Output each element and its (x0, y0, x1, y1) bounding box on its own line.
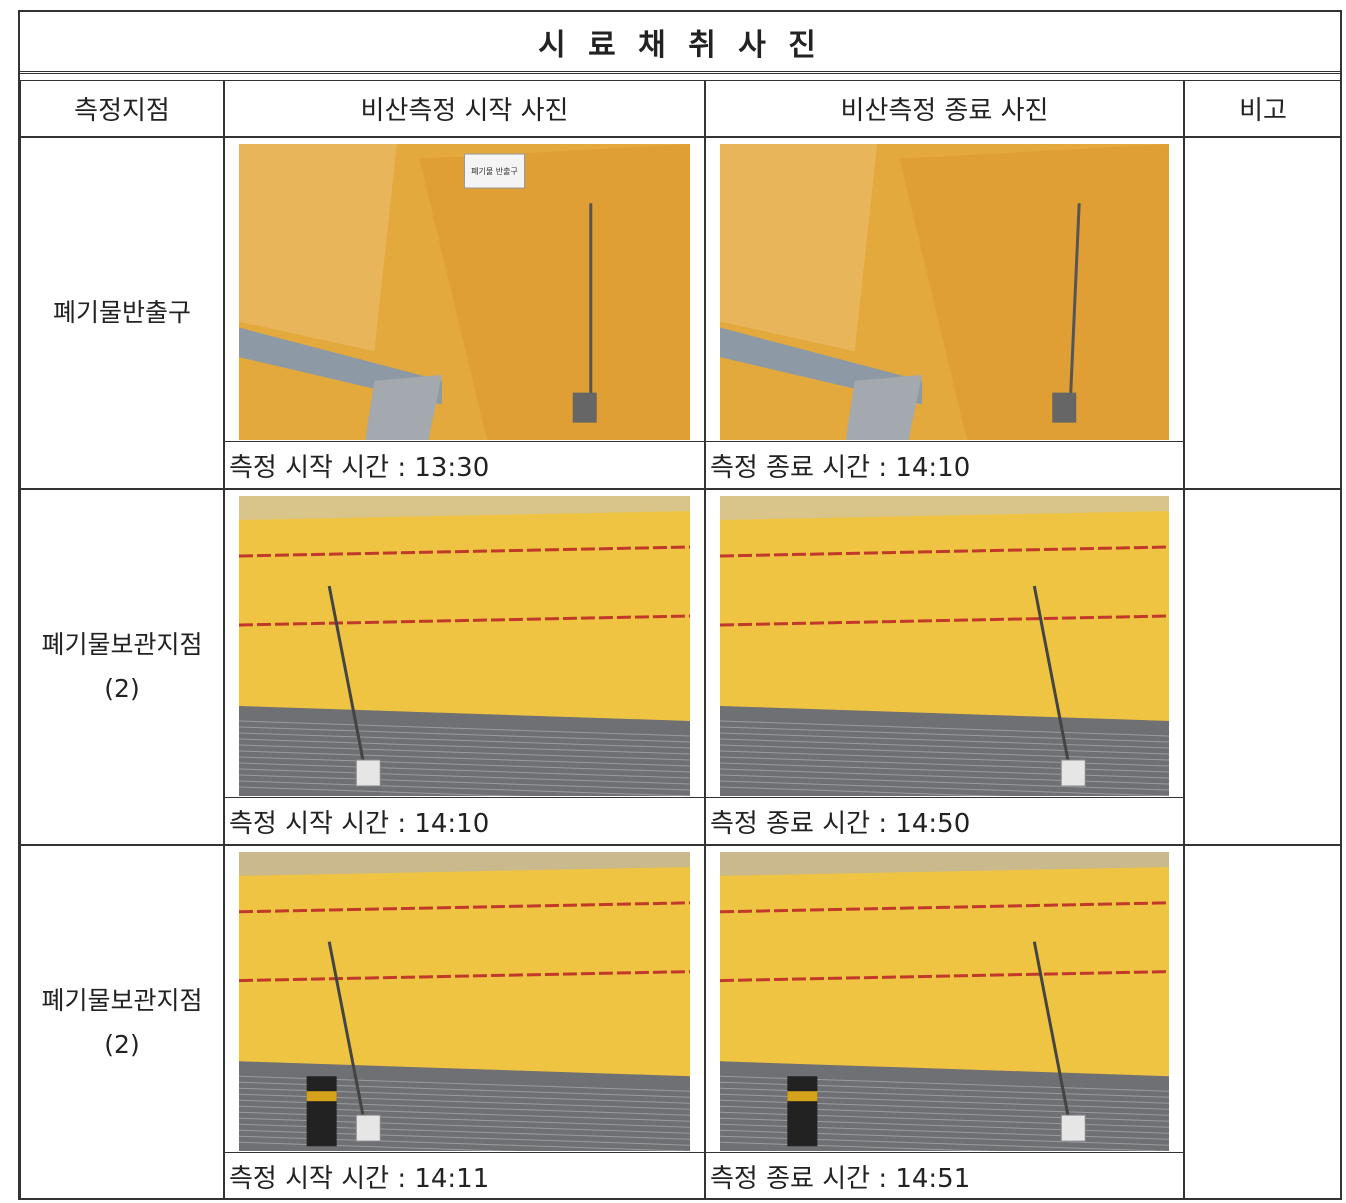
photo-shape (239, 1061, 690, 1151)
photo-shape (720, 511, 1169, 721)
photo-caption: 측정 종료 시간 : 14:51 (706, 1152, 1183, 1199)
photo-shape (720, 780, 1169, 796)
photo-shape (1060, 759, 1086, 787)
photo-shape (720, 866, 1169, 1077)
photo-shape (1052, 392, 1077, 423)
photo-shape (239, 511, 690, 721)
photo-shape (720, 706, 1169, 796)
photo-shape (239, 866, 690, 1077)
photo-shape (239, 786, 525, 796)
photo-shape (1068, 203, 1081, 405)
photo-shape (720, 901, 1169, 914)
location-label: 폐기물보관지점 (41, 630, 203, 659)
location-cell: 폐기물보관지점 (2) (20, 845, 224, 1200)
photo-shape (239, 545, 690, 558)
column-header: 비고 (1184, 80, 1342, 137)
photo-caption: 측정 종료 시간 : 14:10 (706, 441, 1183, 488)
photo-shape (1032, 941, 1072, 1128)
photo-shape (239, 901, 690, 914)
photo-shape (365, 374, 442, 440)
photo-shape (239, 726, 690, 743)
photo-shape (306, 1091, 337, 1102)
photo-cell: 측정 종료 시간 : 14:51 (705, 845, 1184, 1200)
photo-caption: 측정 종료 시간 : 14:50 (706, 797, 1183, 844)
photo-shape (1060, 1114, 1086, 1142)
photo-shape (239, 720, 690, 737)
photo (720, 144, 1169, 440)
photo-shape (572, 392, 597, 423)
column-header: 비산측정 종료 사진 (705, 80, 1184, 137)
photo (239, 496, 690, 796)
photo-shape (720, 756, 1169, 773)
location-cell: 폐기물반출구 (20, 137, 224, 489)
title: 시 료 채 취 사 진 (20, 12, 1340, 74)
photo-shape (720, 720, 1169, 737)
photo-shape (239, 762, 690, 779)
photo (720, 496, 1169, 796)
column-header: 측정지점 (20, 80, 224, 137)
photo-shape (239, 738, 690, 755)
remarks-cell (1184, 489, 1342, 845)
photo-shape (720, 726, 1169, 743)
photo-shape (239, 750, 690, 767)
photo (720, 852, 1169, 1151)
photo-shape (239, 732, 690, 749)
photo-cell: 측정 시작 시간 : 14:10 (224, 489, 705, 845)
photo-shape (787, 1076, 818, 1147)
photo-shape (327, 585, 367, 773)
photo-shape (720, 144, 878, 352)
photo-shape (239, 780, 690, 796)
photo-shape (899, 144, 1169, 440)
photo (239, 852, 690, 1151)
photo-cell: 측정 종료 시간 : 14:10 (705, 137, 1184, 489)
location-label: 폐기물보관지점 (41, 985, 203, 1015)
photo-shape (720, 1061, 1169, 1151)
photo-shape (720, 762, 1169, 779)
photo-shape (720, 768, 1169, 785)
photo-shape (720, 614, 1169, 627)
photo-shape (239, 744, 690, 761)
photo-cell: 측정 종료 시간 : 14:50 (705, 489, 1184, 845)
photo: 폐기물 반출구 (239, 144, 690, 440)
photo-shape (787, 1091, 818, 1102)
remarks-cell (1184, 137, 1342, 489)
photo-shape (720, 738, 1169, 755)
photo-shape (306, 1076, 337, 1147)
photo-shape (720, 744, 1169, 761)
photo-shape (720, 786, 1005, 796)
photo-shape (355, 759, 381, 787)
remarks-cell (1184, 845, 1342, 1200)
location-label: 폐기물반출구 (52, 298, 191, 327)
location-cell: 폐기물보관지점 (2) (20, 489, 224, 845)
photo-shape (845, 374, 923, 440)
photo-caption: 측정 시작 시간 : 14:11 (225, 1152, 704, 1199)
photo-shape (464, 153, 525, 189)
photo-shape (419, 144, 690, 440)
photo-shape (239, 774, 690, 791)
photo-shape (239, 970, 690, 983)
photo-shape (239, 144, 397, 352)
photo-shape (720, 545, 1169, 558)
location-label: (2) (104, 674, 140, 703)
location-label: (2) (104, 1029, 140, 1059)
photo-shape (239, 706, 690, 796)
photo-cell: 측정 시작 시간 : 14:11 (224, 845, 705, 1200)
photo-shape (720, 774, 1169, 791)
photo-shape (355, 1114, 381, 1142)
photo-shape (720, 970, 1169, 983)
photo-shape (1032, 585, 1072, 773)
photo-caption: 측정 시작 시간 : 14:10 (225, 797, 704, 844)
photo-shape (720, 750, 1169, 767)
photo-shape (239, 768, 690, 785)
photo-shape (720, 732, 1169, 749)
column-header: 비산측정 시작 사진 (224, 80, 705, 137)
photo-shape: 폐기물 반출구 (471, 166, 518, 176)
photo-shape (327, 941, 367, 1128)
photo-shape (239, 614, 690, 627)
photo-shape (239, 756, 690, 773)
photo-caption: 측정 시작 시간 : 13:30 (225, 441, 704, 488)
